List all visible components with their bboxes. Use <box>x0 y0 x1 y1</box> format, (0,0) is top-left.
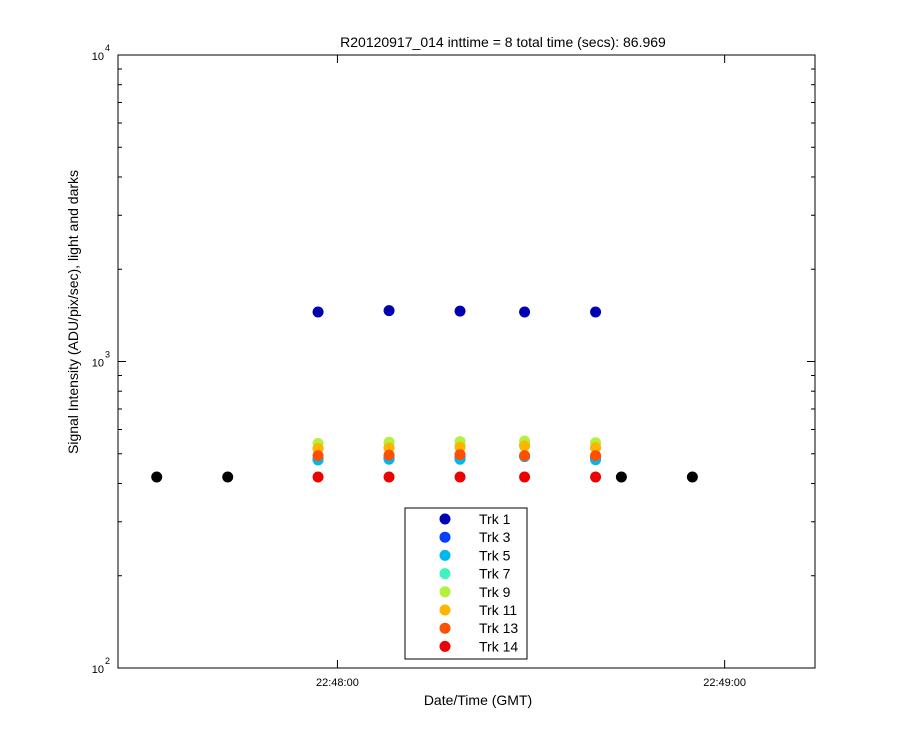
data-point <box>454 471 466 483</box>
x-tick-label: 22:49:00 <box>703 677 746 689</box>
data-point <box>590 471 602 483</box>
legend-label: Trk 14 <box>479 638 518 654</box>
legend-label: Trk 9 <box>479 584 511 600</box>
dark-point <box>222 471 234 483</box>
dark-point <box>151 471 163 483</box>
data-point <box>312 306 324 318</box>
dark-point <box>686 471 698 483</box>
data-point <box>383 305 395 317</box>
legend-label: Trk 13 <box>479 620 518 636</box>
dark-point <box>615 471 627 483</box>
legend-label: Trk 3 <box>479 529 511 545</box>
data-point <box>383 449 395 461</box>
data-point <box>383 471 395 483</box>
data-point <box>454 449 466 461</box>
data-points <box>151 305 698 483</box>
legend-marker <box>439 531 451 543</box>
legend: Trk 1 Trk 3 Trk 5 Trk 7 Trk 9 Trk 11 Trk 13 Trk… <box>404 507 528 660</box>
y-tick-exponent: 4 <box>105 43 110 53</box>
data-point <box>519 450 531 462</box>
plot-area <box>117 54 816 669</box>
legend-box <box>404 507 528 660</box>
x-axis-label: Date/Time (GMT) <box>424 692 532 708</box>
legend-label: Trk 7 <box>479 566 511 582</box>
legend-marker <box>439 568 451 580</box>
data-point <box>519 440 531 452</box>
y-tick-exponent: 2 <box>105 656 110 666</box>
y-axis-label: Signal Intensity (ADU/pix/sec), light an… <box>65 170 81 454</box>
y-tick-label: 10 <box>92 358 104 370</box>
legend-label: Trk 11 <box>479 602 517 618</box>
legend-label: Trk 5 <box>479 547 511 563</box>
y-tick-label: 10 <box>92 51 104 63</box>
y-tick-label: 10 <box>92 664 104 676</box>
chart-title: R20120917_014 inttime = 8 total time (se… <box>340 34 666 50</box>
legend-marker <box>439 622 451 634</box>
legend-marker <box>439 604 451 616</box>
data-point <box>519 306 531 318</box>
data-point <box>590 450 602 462</box>
data-point <box>312 450 324 462</box>
legend-label: Trk 1 <box>479 511 511 527</box>
legend-marker <box>439 549 451 561</box>
legend-marker <box>439 586 451 598</box>
data-point <box>519 471 531 483</box>
data-point <box>590 306 602 318</box>
data-point <box>590 442 602 454</box>
data-point <box>312 471 324 483</box>
y-tick-exponent: 3 <box>105 350 110 360</box>
data-point <box>454 305 466 317</box>
legend-marker <box>439 513 451 525</box>
legend-marker <box>439 640 451 652</box>
x-tick-label: 22:48:00 <box>316 677 359 689</box>
